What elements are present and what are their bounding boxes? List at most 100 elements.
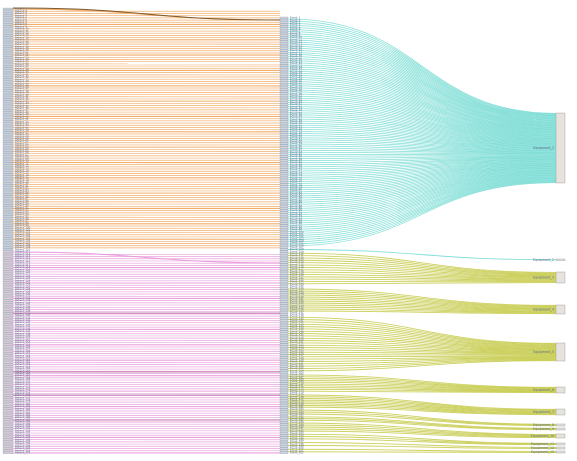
middle-node — [279, 304, 289, 307]
left-node — [2, 146, 14, 150]
left-node — [2, 113, 14, 117]
left-node — [2, 447, 14, 450]
left-node — [2, 369, 14, 373]
left-node — [2, 336, 14, 340]
middle-node-label: Event_90 — [290, 208, 302, 212]
flow-middle-right — [287, 302, 557, 312]
flow-middle-right — [287, 66, 557, 129]
middle-node — [279, 306, 289, 309]
middle-node-label: Event_145 — [290, 327, 304, 331]
middle-node — [279, 60, 289, 63]
left-node-label: Patient_11 — [15, 29, 29, 33]
middle-node — [279, 51, 289, 54]
flow-middle-right — [287, 87, 557, 135]
flow-middle-right — [287, 104, 557, 140]
flow-middle-right — [287, 89, 557, 136]
middle-node — [279, 430, 289, 433]
left-node — [2, 409, 14, 412]
flow-middle-right — [287, 342, 557, 353]
middle-node — [279, 21, 289, 24]
left-node — [2, 270, 14, 273]
left-node-label: Patient_6 — [15, 18, 27, 22]
middle-node-label: Event_94 — [290, 217, 302, 221]
middle-node — [279, 257, 289, 260]
left-node — [2, 442, 14, 445]
flow-middle-right — [287, 296, 557, 309]
flow-middle-right — [287, 133, 557, 149]
target-node — [555, 450, 566, 454]
middle-node — [279, 334, 289, 338]
middle-node — [279, 423, 289, 426]
left-node — [2, 162, 14, 165]
middle-node — [279, 451, 289, 454]
middle-node-label: Event_100 — [290, 230, 304, 234]
flow-middle-right — [287, 168, 557, 201]
flow-middle-right — [287, 116, 557, 144]
middle-node-label: Event_8 — [290, 31, 301, 35]
middle-node-label: Event_103 — [290, 236, 304, 240]
left-node — [2, 204, 14, 207]
left-node-label: Patient_191 — [15, 426, 31, 430]
middle-node-label: Event_80 — [290, 187, 302, 191]
middle-node — [279, 192, 289, 195]
flow-middle-right — [287, 83, 557, 134]
middle-node-label: Event_155 — [290, 349, 304, 353]
flow-middle-right — [287, 147, 557, 154]
middle-node-label: Event_81 — [290, 189, 302, 193]
middle-node-label: Event_97 — [290, 223, 302, 227]
left-node-label: Patient_194 — [15, 433, 31, 437]
flow-middle-right — [287, 91, 557, 136]
middle-node — [279, 274, 289, 277]
middle-node — [279, 151, 289, 154]
middle-node-label: Event_64 — [290, 152, 302, 156]
middle-node-label: Event_125 — [290, 284, 304, 288]
left-node-label: Patient_65 — [15, 148, 29, 152]
middle-node — [279, 440, 289, 444]
left-node-label: Patient_187 — [15, 417, 31, 421]
middle-node-label: Event_22 — [290, 61, 302, 65]
left-node-label: Patient_12 — [15, 31, 29, 35]
flow-middle-right — [287, 394, 557, 410]
left-node — [2, 34, 14, 37]
target-node — [555, 446, 566, 450]
flow-middle-right — [287, 156, 557, 161]
middle-node-label: Event_139 — [290, 314, 304, 318]
left-node — [2, 345, 14, 348]
left-node-label: Patient_5 — [15, 16, 27, 20]
left-node-label: Patient_150 — [15, 336, 31, 340]
middle-node — [279, 363, 289, 366]
left-node — [2, 32, 14, 35]
left-node — [2, 171, 14, 174]
left-node — [2, 411, 14, 415]
flow-middle-right — [287, 273, 557, 280]
left-node — [2, 387, 14, 390]
flow-middle-right — [287, 151, 557, 155]
middle-node — [279, 235, 289, 238]
middle-node-label: Event_12 — [290, 39, 302, 43]
left-node-label: Patient_130 — [15, 292, 31, 296]
left-node-label: Patient_158 — [15, 353, 31, 357]
middle-node — [279, 356, 289, 359]
left-node-label: Patient_113 — [15, 254, 31, 258]
middle-node — [279, 112, 289, 115]
left-node-label: Patient_132 — [15, 296, 31, 300]
left-node — [2, 250, 14, 253]
flow-middle-right — [287, 404, 557, 415]
left-node — [2, 45, 14, 48]
middle-node-label: Event_173 — [290, 388, 304, 392]
left-node-label: Patient_4 — [15, 13, 27, 17]
flow-middle-right — [287, 20, 557, 115]
left-node-label: Patient_145 — [15, 325, 31, 329]
left-node — [2, 153, 14, 156]
left-node — [2, 213, 14, 216]
left-node-label: Patient_199 — [15, 444, 31, 448]
middle-node-label: Event_156 — [290, 351, 304, 355]
flow-middle-right — [287, 181, 557, 245]
left-node-label: Patient_26 — [15, 62, 29, 66]
flow-middle-right — [287, 340, 557, 352]
left-node-label: Patient_102 — [15, 230, 31, 234]
flow-middle-right — [287, 165, 557, 191]
left-node — [2, 10, 14, 13]
flow-middle-right — [287, 135, 557, 150]
